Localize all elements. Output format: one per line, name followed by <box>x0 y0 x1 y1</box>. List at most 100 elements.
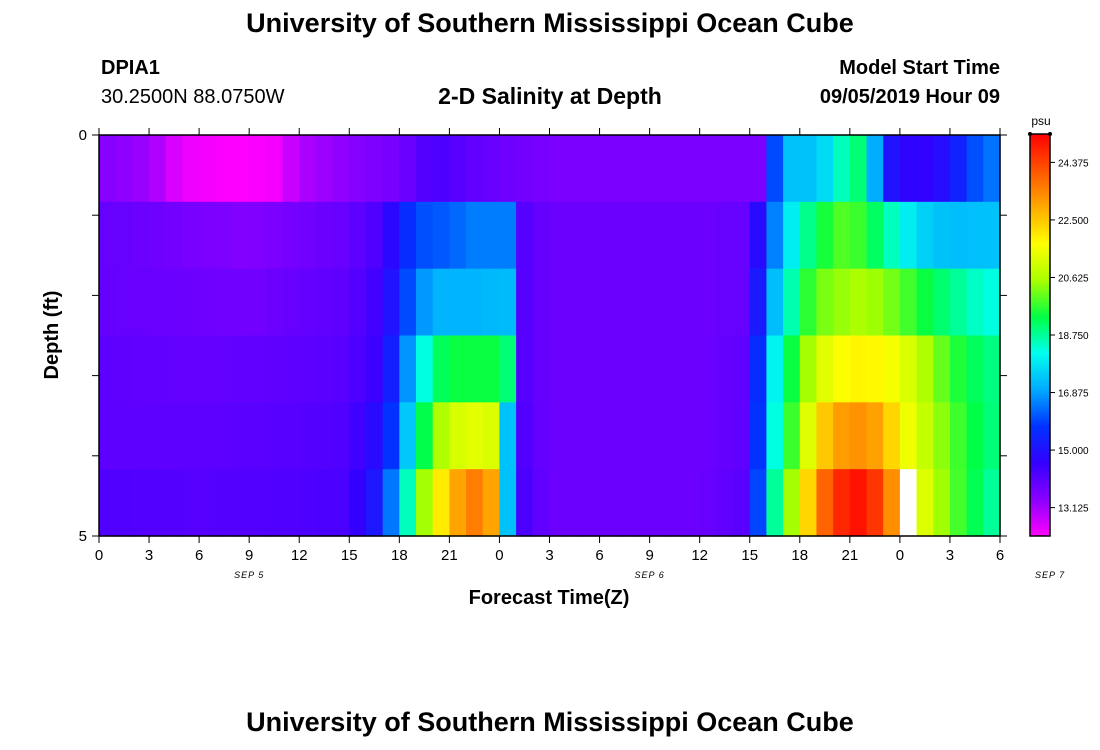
page-footer-title: University of Southern Mississippi Ocean… <box>246 707 854 737</box>
heatmap-cell <box>716 469 734 537</box>
heatmap-cell <box>349 469 367 537</box>
heatmap-cell <box>99 402 117 470</box>
heatmap-cell <box>532 268 551 337</box>
y-tick-label: 5 <box>79 528 87 545</box>
heatmap-cell <box>132 402 150 470</box>
heatmap-cell <box>99 135 117 203</box>
heatmap-cell <box>766 469 784 537</box>
heatmap-cell <box>149 201 167 270</box>
heatmap-cell <box>949 135 968 203</box>
heatmap-cell <box>215 135 234 203</box>
heatmap-cell <box>99 268 117 337</box>
x-tick-label: 12 <box>691 547 708 564</box>
heatmap-cell <box>99 201 117 270</box>
heatmap-cell <box>149 335 167 403</box>
heatmap-cell <box>332 402 350 470</box>
heatmap-cell <box>365 135 384 203</box>
heatmap-cell <box>866 335 884 403</box>
heatmap-cell <box>549 469 567 537</box>
colorbar-tick-label: 13.125 <box>1058 504 1089 515</box>
heatmap-cell <box>799 201 818 270</box>
heatmap-cell <box>916 335 934 403</box>
heatmap-cell <box>983 469 1001 537</box>
heatmap-cell <box>899 201 918 270</box>
heatmap-cell <box>966 469 984 537</box>
station-coordinates: 30.2500N 88.0750W <box>101 86 285 108</box>
x-tick-label: 18 <box>391 547 408 564</box>
heatmap-cell <box>632 469 651 537</box>
heatmap-cell <box>165 201 184 270</box>
heatmap-cell <box>566 469 584 537</box>
heatmap-cell <box>249 201 267 270</box>
heatmap-cell <box>466 135 484 203</box>
heatmap-cell <box>199 135 217 203</box>
x-tick-label: 6 <box>195 547 203 564</box>
heatmap-cell <box>849 335 868 403</box>
heatmap-cell <box>632 135 651 203</box>
heatmap-cell <box>382 469 400 537</box>
heatmap-cell <box>682 201 701 270</box>
heatmap-cell <box>249 335 267 403</box>
heatmap-cell <box>449 469 467 537</box>
x-tick-label: 3 <box>946 547 954 564</box>
heatmap-cell <box>149 268 167 337</box>
station-id: DPIA1 <box>101 57 160 79</box>
heatmap-cell <box>115 402 133 470</box>
heatmap-cell <box>632 402 651 470</box>
heatmap-cell <box>933 469 951 537</box>
heatmap-cell <box>482 402 501 470</box>
heatmap-cell <box>966 335 984 403</box>
heatmap-cell <box>899 268 918 337</box>
heatmap-cell <box>983 201 1001 270</box>
heatmap-cell <box>632 268 651 337</box>
y-axis-label: Depth (ft) <box>41 291 63 380</box>
x-tick-label: 15 <box>741 547 758 564</box>
heatmap-cell <box>783 268 801 337</box>
heatmap-cell <box>299 335 317 403</box>
heatmap-cell <box>783 201 801 270</box>
heatmap-cell <box>265 402 284 470</box>
heatmap-cell <box>332 268 350 337</box>
heatmap-cell <box>816 335 834 403</box>
heatmap-cell <box>966 135 984 203</box>
heatmap-cell <box>916 402 934 470</box>
heatmap-cell <box>649 335 667 403</box>
heatmap-cell <box>232 335 250 403</box>
heatmap-cell <box>682 402 701 470</box>
heatmap-cell <box>249 402 267 470</box>
heatmap-cell <box>783 135 801 203</box>
heatmap-cell <box>132 335 150 403</box>
heatmap-cell <box>649 268 667 337</box>
heatmap-cell <box>799 469 818 537</box>
heatmap-cell <box>299 268 317 337</box>
heatmap-cell <box>833 135 851 203</box>
colorbar-tick-label: 15.000 <box>1058 446 1089 457</box>
heatmap-cell <box>949 402 968 470</box>
heatmap-cell <box>165 335 184 403</box>
heatmap-cell <box>966 201 984 270</box>
heatmap-cell <box>816 201 834 270</box>
heatmap-cell <box>215 201 234 270</box>
model-start-value: 09/05/2019 Hour 09 <box>819 86 1000 108</box>
heatmap-cell <box>766 201 784 270</box>
heatmap-cell <box>566 135 584 203</box>
heatmap-cell <box>699 402 717 470</box>
heatmap-cell <box>416 268 434 337</box>
heatmap-cell <box>582 335 601 403</box>
heatmap-cell <box>499 402 517 470</box>
heatmap-cell <box>766 335 784 403</box>
y-axis: 05 <box>79 127 1007 545</box>
heatmap-cell <box>115 469 133 537</box>
heatmap-cell <box>532 335 551 403</box>
y-tick-label: 0 <box>79 127 87 144</box>
heatmap-cell <box>349 135 367 203</box>
heatmap-cell <box>349 402 367 470</box>
heatmap-cell <box>916 135 934 203</box>
x-axis-label: Forecast Time(Z) <box>469 587 630 609</box>
x-tick-label: 0 <box>95 547 103 564</box>
heatmap-cell <box>165 402 184 470</box>
heatmap-cell <box>132 135 150 203</box>
heatmap-cell <box>733 402 751 470</box>
heatmap-cell <box>99 335 117 403</box>
heatmap-cell <box>866 201 884 270</box>
